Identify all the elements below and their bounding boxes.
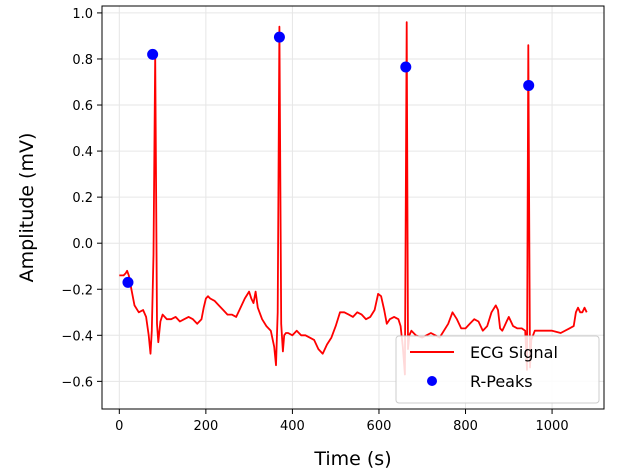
legend-r-peaks-label: R-Peaks: [470, 372, 533, 391]
y-tick-label: −0.4: [61, 329, 93, 344]
plot-area: [119, 21, 588, 376]
x-tick-label: 1000: [536, 419, 569, 434]
y-axis-label: Amplitude (mV): [16, 133, 38, 283]
legend-ecg-signal-label: ECG Signal: [470, 343, 558, 362]
grid-lines: [102, 6, 604, 409]
legend-r-peaks-swatch: [427, 376, 437, 386]
x-axis-ticks: 0 200 400 600 800 1000: [115, 409, 569, 434]
x-tick-label: 800: [453, 419, 478, 434]
r-peak-point: [273, 31, 285, 43]
r-peak-point: [400, 61, 412, 73]
y-tick-label: 0.2: [72, 191, 93, 206]
x-tick-label: 200: [193, 419, 218, 434]
r-peak-point: [122, 276, 134, 288]
y-tick-label: 0.0: [72, 237, 93, 252]
y-tick-label: 0.6: [72, 99, 93, 114]
r-peak-point: [523, 79, 535, 91]
y-tick-label: 0.8: [72, 53, 93, 68]
axes-frame: [101, 5, 605, 410]
x-tick-label: 400: [280, 419, 305, 434]
ecg-signal-line: [119, 21, 588, 376]
x-tick-label: 600: [367, 419, 392, 434]
y-tick-label: −0.6: [61, 375, 93, 390]
y-tick-label: −0.2: [61, 283, 93, 298]
y-axis-ticks: −0.6 −0.4 −0.2 0.0 0.2 0.4 0.6 0.8 1.0: [61, 7, 102, 390]
legend: ECG Signal R-Peaks: [395, 335, 600, 404]
y-tick-label: 0.4: [72, 145, 93, 160]
x-axis-label: Time (s): [313, 448, 391, 470]
r-peak-point: [147, 48, 159, 60]
x-tick-label: 0: [115, 419, 123, 434]
y-tick-label: 1.0: [72, 7, 93, 22]
